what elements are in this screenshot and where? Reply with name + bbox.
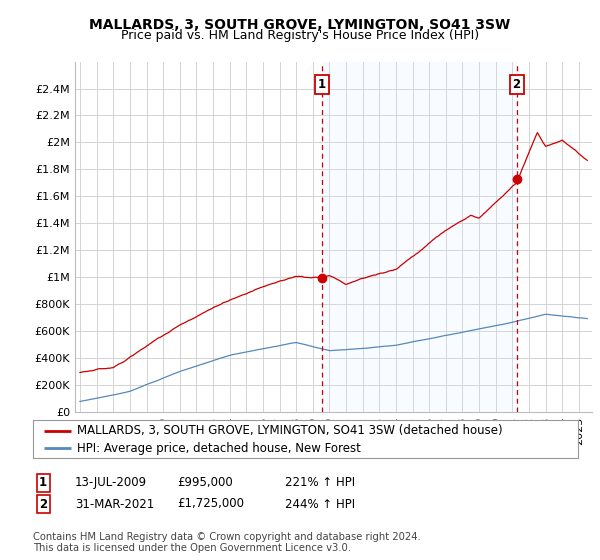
Text: Price paid vs. HM Land Registry's House Price Index (HPI): Price paid vs. HM Land Registry's House … — [121, 29, 479, 42]
Text: Contains HM Land Registry data © Crown copyright and database right 2024.: Contains HM Land Registry data © Crown c… — [33, 532, 421, 542]
Text: HPI: Average price, detached house, New Forest: HPI: Average price, detached house, New … — [77, 442, 361, 455]
Text: MALLARDS, 3, SOUTH GROVE, LYMINGTON, SO41 3SW: MALLARDS, 3, SOUTH GROVE, LYMINGTON, SO4… — [89, 18, 511, 32]
Text: £995,000: £995,000 — [177, 476, 233, 489]
Text: 2: 2 — [39, 497, 47, 511]
Text: 31-MAR-2021: 31-MAR-2021 — [75, 497, 154, 511]
Text: 244% ↑ HPI: 244% ↑ HPI — [285, 497, 355, 511]
Text: £1,725,000: £1,725,000 — [177, 497, 244, 511]
Bar — [322, 62, 517, 412]
Text: This data is licensed under the Open Government Licence v3.0.: This data is licensed under the Open Gov… — [33, 543, 351, 553]
Text: 1: 1 — [39, 476, 47, 489]
Text: MALLARDS, 3, SOUTH GROVE, LYMINGTON, SO41 3SW (detached house): MALLARDS, 3, SOUTH GROVE, LYMINGTON, SO4… — [77, 424, 502, 437]
Text: 221% ↑ HPI: 221% ↑ HPI — [285, 476, 355, 489]
Text: 13-JUL-2009: 13-JUL-2009 — [75, 476, 147, 489]
Text: 1: 1 — [318, 78, 326, 91]
Text: 2: 2 — [512, 78, 521, 91]
